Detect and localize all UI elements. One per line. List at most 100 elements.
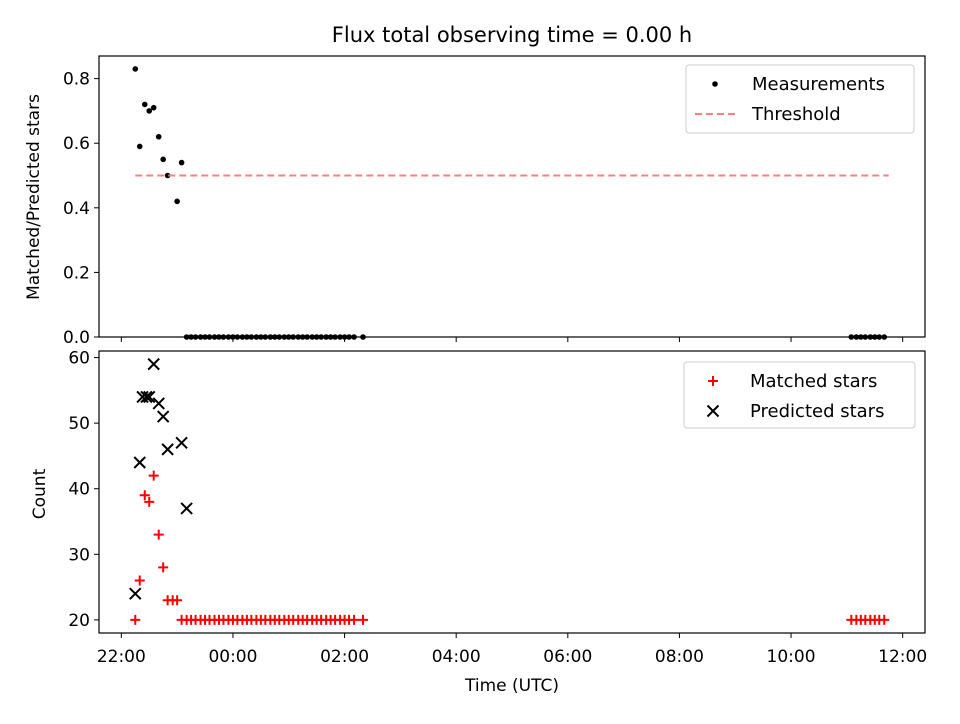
measurement-point [160,156,166,163]
legend-entry-label: Measurements [752,74,885,95]
predicted-star-point [152,397,165,410]
measurement-point [197,334,204,340]
measurement-point [164,172,171,179]
measurement-point [323,334,329,340]
y-tick-label: 0.0 [63,328,90,348]
measurement-point [234,334,241,340]
x-tick-label: 22:00 [97,647,146,667]
measurement-point [216,334,222,340]
x-axis-label: Time (UTC) [464,676,559,696]
x-tick-label: 06:00 [543,647,592,667]
predicted-star-point [143,390,156,404]
legend-swatch [708,376,718,386]
measurement-point [132,66,139,72]
x-tick-label: 12:00 [878,647,927,667]
measurement-point [299,334,306,340]
measurement-point [327,334,334,340]
matched-star-point [172,595,183,606]
measurement-point [285,334,292,340]
x-tick-label: 00:00 [208,647,257,667]
measurement-point [146,108,153,114]
y-tick-label: 20 [68,611,90,631]
measurement-point [188,334,194,340]
measurement-point [862,334,869,340]
measurement-point [332,334,338,340]
measurement-point [867,334,874,340]
matched-star-point [148,470,159,481]
y-tick-label: 0.8 [63,70,90,90]
series-group [132,66,889,340]
matched-star-point [158,562,169,573]
matched-star-point [357,614,368,625]
y-tick-label: 0.6 [63,134,90,154]
measurement-point [848,334,855,340]
measurement-point [341,334,348,340]
measurement-point [183,334,190,340]
measurement-point [853,334,860,340]
measurement-point [253,334,260,340]
measurement-point [276,334,283,340]
measurement-point [141,101,148,108]
measurement-point [211,334,218,340]
matched-star-point [153,529,164,540]
legend-box [683,361,916,429]
matched-star-point [879,614,890,625]
y-tick-label: 40 [68,480,90,500]
legend-entry-label: Predicted stars [750,401,884,422]
y-tick-label: 0.4 [63,199,90,219]
chart-title: Flux total observing time = 0.00 h [332,23,692,47]
measurement-point [178,159,185,166]
predicted-star-point [156,410,170,423]
y-tick-label: 50 [68,414,90,434]
predicted-star-point [133,456,146,469]
bottom-y-axis-label: Count [30,468,50,519]
measurement-point [858,334,864,340]
legend: Matched stars Predicted stars [683,361,916,429]
measurement-point [346,334,352,340]
measurement-point [262,334,269,340]
measurement-point [337,334,343,340]
axes-frame [98,55,926,338]
measurement-point [155,133,162,140]
measurement-point [309,334,315,340]
measurement-point [206,334,213,340]
measurement-point [192,334,199,340]
matched-star-point [349,614,360,625]
predicted-star-point [175,436,188,450]
measurement-point [258,334,264,340]
measurement-point [220,334,227,340]
x-tick-label: 08:00 [655,647,704,667]
top-y-axis-label: Matched/Predicted stars [24,94,44,300]
x-tick-label: 02:00 [320,647,369,667]
measurement-point [313,334,320,340]
bottom-panel: 20 30 40 50 60 22:00 00:00 02:00 04:00 06:00 08:00… [68,349,927,667]
axes-frame [98,350,926,634]
legend-box [685,64,915,134]
measurement-point [871,334,878,340]
measurement-point [272,334,278,340]
measurement-point [304,334,310,340]
x-tick-label: 10:00 [767,647,816,667]
measurement-point [360,334,366,340]
measurement-point [244,334,250,340]
measurement-point [290,334,297,340]
legend-entry-label: Threshold [751,104,841,125]
top-panel: 0.0 0.2 0.4 0.6 0.8 Measurements Threshold [63,55,926,348]
y-tick-label: 0.2 [63,263,90,283]
matched-star-point [130,614,141,625]
matched-star-point [134,575,145,586]
measurement-point [876,334,883,340]
measurement-point [136,143,143,150]
measurement-point [318,334,324,340]
measurement-point [230,334,236,340]
measurement-point [881,334,888,340]
measurement-point [267,334,274,340]
series-group [129,357,890,625]
predicted-star-point [180,502,193,515]
measurement-point [202,334,208,340]
measurement-point [225,334,232,340]
predicted-star-point [161,443,174,456]
legend-entry-label: Matched stars [750,371,877,392]
